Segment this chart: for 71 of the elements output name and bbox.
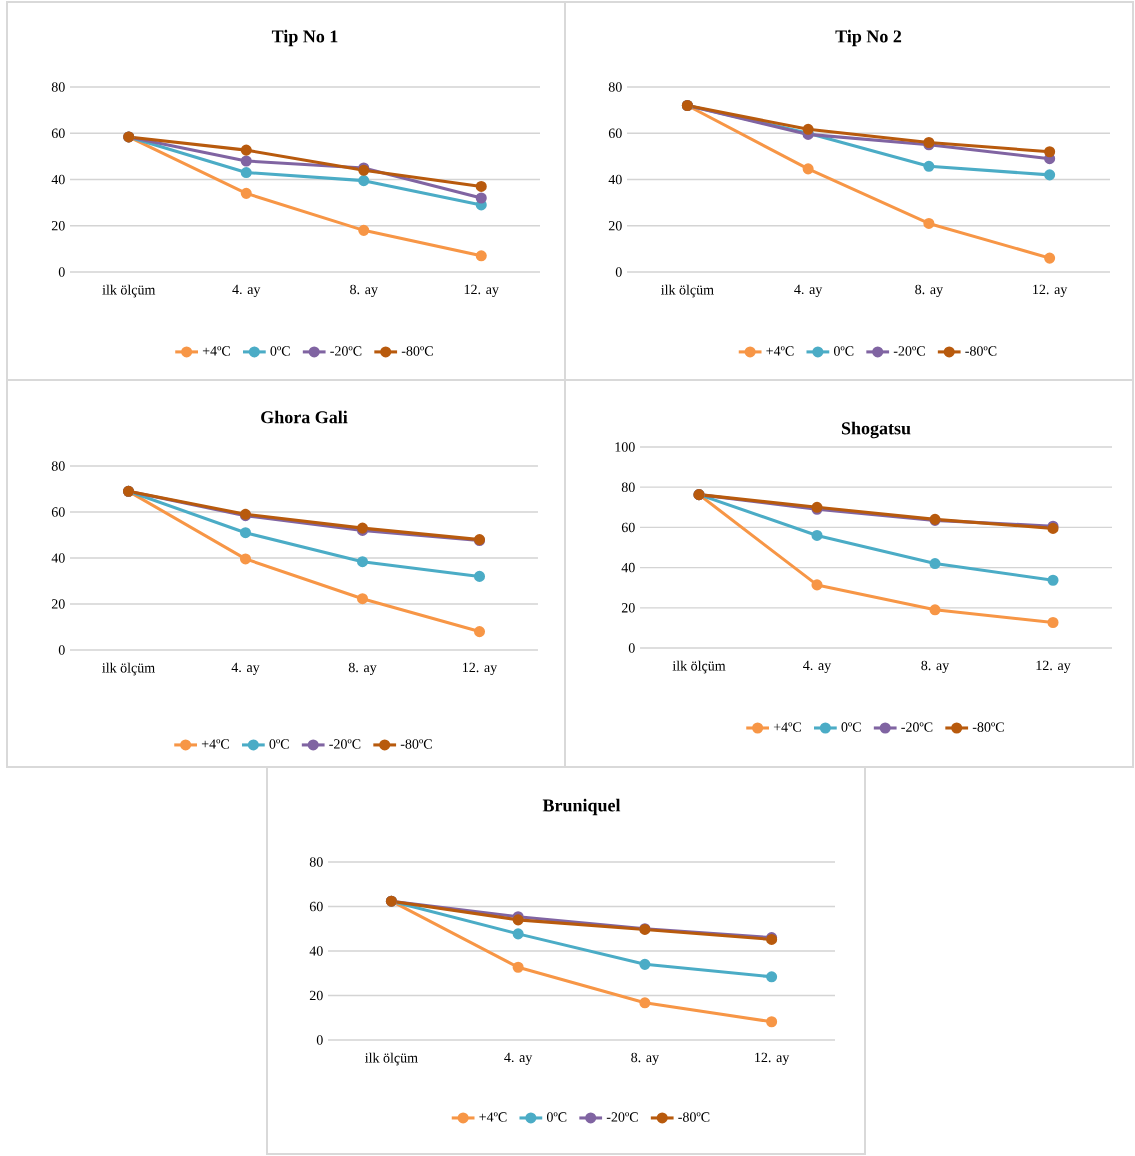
y-tick-label: 40 xyxy=(608,174,622,185)
x-tick-label: 8. ay xyxy=(915,284,944,298)
legend-label: -20ºC xyxy=(893,346,925,356)
y-tick-label: 20 xyxy=(309,990,323,1001)
y-tick-label: 80 xyxy=(51,82,65,92)
x-tick-label: 8. ay xyxy=(921,660,950,674)
x-tick-label: 12. ay xyxy=(463,662,498,675)
y-tick-label: 0 xyxy=(58,645,65,655)
x-tick-label: ilk ölçüm xyxy=(672,660,726,674)
legend-label: 0ºC xyxy=(269,739,289,749)
legend-label: 0ºC xyxy=(546,1112,567,1122)
y-tick-label: 0 xyxy=(58,267,65,277)
chart-title: Bruniquel xyxy=(542,798,621,816)
y-tick-label: 80 xyxy=(51,461,65,471)
x-tick-label: ilk ölçüm xyxy=(102,284,156,298)
x-tick-label: ilk ölçüm xyxy=(102,662,155,676)
x-tick-label: 4. ay xyxy=(232,284,261,297)
x-tick-label: ilk ölçüm xyxy=(661,284,714,298)
x-tick-label: 4. ay xyxy=(794,284,823,297)
x-tick-label: 4. ay xyxy=(231,662,260,675)
legend-label: 0ºC xyxy=(833,346,854,356)
y-tick-label: 60 xyxy=(309,901,323,912)
y-tick-label: 100 xyxy=(615,442,635,452)
y-tick-label: 80 xyxy=(621,482,635,492)
y-tick-label: 60 xyxy=(608,128,622,138)
y-tick-label: 0 xyxy=(316,1035,323,1045)
x-tick-label: 12. ay xyxy=(1036,660,1071,673)
legend-label: -20ºC xyxy=(606,1112,638,1122)
x-tick-label: 12. ay xyxy=(464,284,499,297)
x-tick-label: 4. ay xyxy=(504,1052,533,1065)
legend-label: -80ºC xyxy=(965,346,997,356)
legend-label: +4ºC xyxy=(201,739,229,749)
y-tick-label: 40 xyxy=(621,562,635,573)
y-tick-label: 60 xyxy=(51,128,65,138)
chart-title: Tip No 2 xyxy=(835,29,902,47)
legend-label: -20ºC xyxy=(330,346,362,356)
y-tick-label: 20 xyxy=(608,221,622,231)
legend-label: +4ºC xyxy=(202,346,230,356)
legend-label: -20ºC xyxy=(901,722,933,732)
chart-title: Ghora Gali xyxy=(261,410,348,424)
legend-label: -20ºC xyxy=(329,739,361,749)
y-tick-label: 40 xyxy=(309,946,323,956)
y-tick-label: 80 xyxy=(309,857,323,867)
legend-label: +4ºC xyxy=(766,346,794,356)
legend-label: -80ºC xyxy=(401,346,433,356)
chart-title: Tip No 1 xyxy=(271,29,338,47)
x-tick-label: ilk ölçüm xyxy=(365,1052,418,1066)
x-tick-label: 4. ay xyxy=(803,660,832,673)
y-tick-label: 80 xyxy=(608,82,622,92)
y-tick-label: 0 xyxy=(628,643,635,653)
x-tick-label: 12. ay xyxy=(755,1052,790,1065)
y-tick-label: 40 xyxy=(51,174,65,185)
y-tick-label: 60 xyxy=(621,522,635,533)
legend-label: 0ºC xyxy=(270,346,290,356)
y-tick-label: 20 xyxy=(51,221,65,231)
x-tick-label: 12. ay xyxy=(1033,284,1068,297)
y-tick-label: 0 xyxy=(615,267,622,277)
y-tick-label: 20 xyxy=(621,603,635,613)
x-tick-label: 8. ay xyxy=(350,284,378,298)
legend-label: -80ºC xyxy=(400,739,432,749)
x-tick-label: 8. ay xyxy=(348,662,377,676)
legend-label: +4ºC xyxy=(773,722,801,732)
chart-title: Shogatsu xyxy=(841,421,911,439)
legend-label: +4ºC xyxy=(479,1112,507,1122)
x-tick-label: 8. ay xyxy=(631,1052,660,1066)
y-tick-label: 60 xyxy=(51,507,65,517)
legend-label: 0ºC xyxy=(841,722,861,732)
legend-label: -80ºC xyxy=(678,1112,710,1122)
legend-label: -80ºC xyxy=(972,722,1004,732)
y-tick-label: 20 xyxy=(51,599,65,609)
y-tick-label: 40 xyxy=(51,553,65,563)
